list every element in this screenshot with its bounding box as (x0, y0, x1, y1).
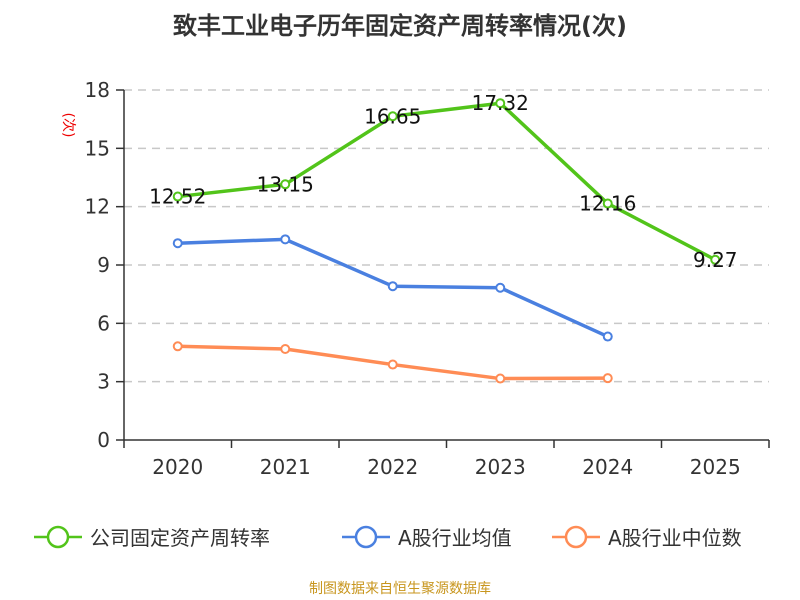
data-point (172, 341, 183, 352)
data-label: 17.32 (472, 91, 529, 115)
data-point (602, 373, 613, 384)
legend-marker (354, 525, 378, 549)
data-point (710, 254, 721, 265)
y-axis-label: (次) (60, 113, 76, 138)
legend-label: A股行业均值 (398, 526, 512, 550)
series-line-0 (177, 101, 717, 262)
y-tick-label: 18 (85, 78, 110, 102)
data-point (387, 281, 398, 292)
data-label: 13.15 (257, 172, 314, 196)
data-point (280, 344, 291, 354)
legend-label: A股行业中位数 (608, 526, 742, 550)
y-tick-label: 12 (85, 195, 110, 219)
y-tick-label: 15 (85, 136, 110, 160)
data-label: 12.16 (579, 192, 636, 216)
data-point (280, 234, 291, 245)
y-tick-label: 9 (97, 253, 110, 277)
legend-marker (564, 525, 588, 549)
data-point (602, 198, 613, 209)
source-note: 制图数据来自恒生聚源数据库 (309, 581, 491, 597)
legend-label: 公司固定资产周转率 (90, 526, 270, 550)
data-point (387, 111, 398, 122)
data-point (602, 331, 613, 342)
x-tick-label: 2021 (260, 455, 311, 479)
data-point (495, 282, 506, 293)
y-tick-label: 3 (97, 370, 110, 394)
x-tick-label: 2025 (690, 455, 741, 479)
data-point (280, 179, 291, 190)
y-tick-label: 6 (97, 311, 110, 335)
data-point (387, 359, 398, 370)
data-label: 9.27 (693, 248, 738, 272)
data-point (495, 98, 506, 109)
data-label: 12.52 (149, 185, 206, 209)
data-point (172, 191, 183, 202)
y-tick-label: 0 (97, 428, 110, 452)
data-label: 16.65 (364, 104, 421, 128)
chart-title: 致丰工业电子历年固定资产周转率情况(次) (173, 12, 627, 40)
x-tick-label: 2024 (582, 455, 633, 479)
data-point (495, 373, 506, 384)
x-tick-label: 2022 (367, 455, 418, 479)
x-tick-label: 2020 (152, 455, 203, 479)
legend-marker (46, 525, 70, 549)
data-point (172, 238, 183, 249)
x-tick-label: 2023 (475, 455, 526, 479)
